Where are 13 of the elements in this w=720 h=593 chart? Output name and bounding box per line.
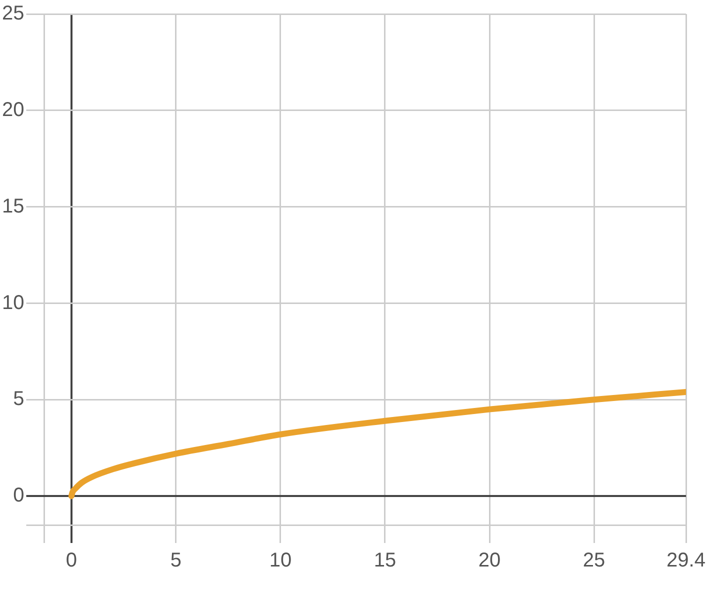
x-tick-label: 20 (478, 550, 501, 572)
x-tick-label: 29.4 (666, 550, 706, 572)
y-tick-label: 25 (2, 2, 24, 25)
x-tick-label: 0 (66, 550, 77, 572)
y-tick-label: 0 (13, 484, 24, 507)
x-tick-label: 10 (269, 550, 292, 572)
y-tick-label: 10 (2, 292, 24, 314)
x-tick-label: 25 (582, 550, 606, 572)
y-tick-label: 20 (2, 98, 24, 121)
x-tick-label: 5 (170, 550, 182, 572)
y-tick-label: 15 (2, 195, 24, 218)
y-tick-label: 5 (13, 388, 24, 410)
x-tick-label: 15 (374, 550, 396, 572)
